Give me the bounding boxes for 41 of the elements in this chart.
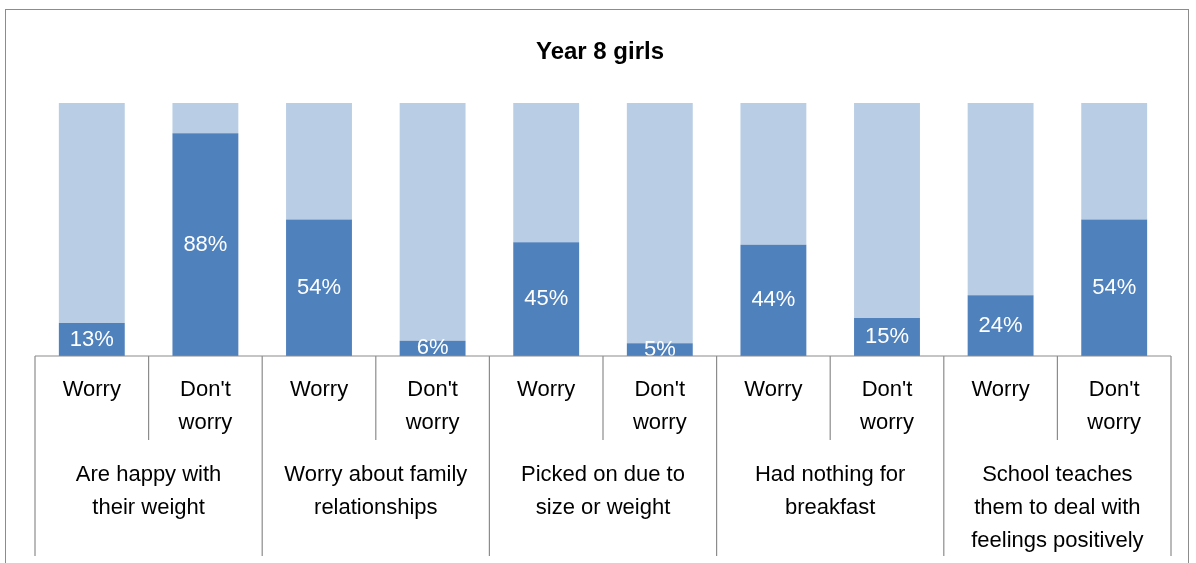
- x-tick-label: Don't worry: [631, 376, 687, 435]
- bar: [172, 103, 239, 134]
- x-tick-label: Worry: [744, 376, 803, 402]
- bar: [399, 103, 466, 341]
- bar: [286, 103, 352, 220]
- bar: [740, 103, 807, 245]
- data-label: 88%: [183, 230, 228, 256]
- bar: [513, 103, 580, 243]
- x-tick-label: Worry: [62, 376, 121, 402]
- bar: [1081, 219, 1148, 356]
- data-label: 54%: [1092, 273, 1137, 299]
- bar: [967, 295, 1034, 356]
- text: School teaches them to deal with feelings positively: [971, 461, 1144, 553]
- data-label: 45%: [524, 285, 569, 311]
- bar: [58, 103, 125, 324]
- x-tick-label: Don't worry: [1086, 376, 1142, 435]
- bar: [967, 103, 1034, 296]
- data-label: 6%: [416, 334, 449, 360]
- x-tick-label: Worry: [289, 376, 349, 402]
- x-tick-label: Don't worry: [177, 376, 233, 435]
- x-tick-label: Don't worry: [404, 376, 460, 435]
- data-label: 54%: [296, 273, 342, 299]
- data-label: 44%: [751, 286, 796, 312]
- x-tick-label: Don't worry: [859, 376, 914, 435]
- bar: [1081, 103, 1148, 220]
- chart-title: Year 8 girls: [535, 36, 665, 64]
- text: Had nothing for breakfast: [754, 461, 906, 520]
- x-tick-label: Worry: [971, 376, 1030, 402]
- bar: [740, 244, 807, 356]
- bar: [854, 103, 920, 319]
- data-label: 5%: [643, 335, 676, 361]
- bar: [172, 133, 239, 356]
- text: Picked on due to size or weight: [521, 461, 685, 520]
- data-label: 15%: [864, 323, 910, 349]
- x-tick-label: Worry: [517, 376, 576, 402]
- bar: [286, 219, 352, 356]
- data-label: 13%: [69, 325, 114, 351]
- text: Worry about family relationships: [284, 461, 468, 520]
- text: Are happy with their weight: [75, 461, 222, 520]
- bar: [513, 242, 580, 356]
- data-label: 24%: [978, 311, 1023, 337]
